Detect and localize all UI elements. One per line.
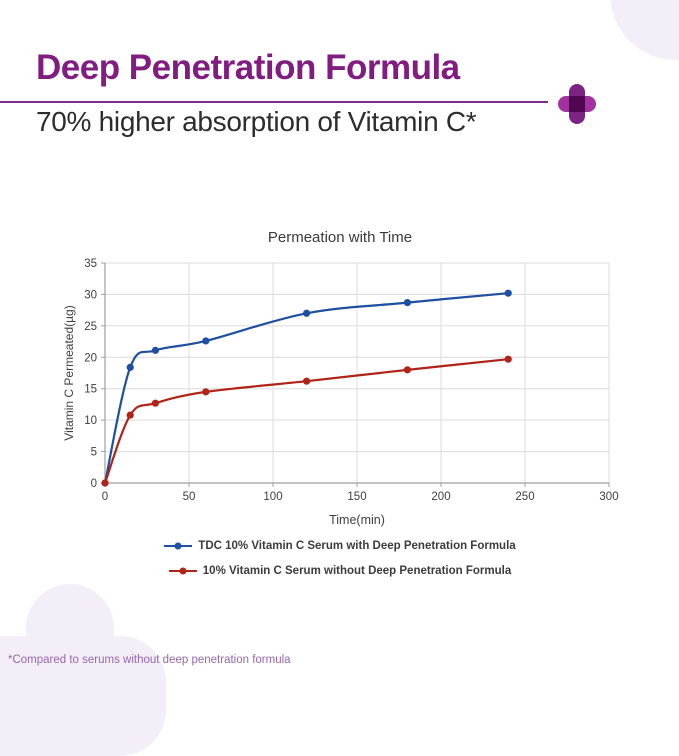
svg-text:150: 150 xyxy=(347,491,366,503)
svg-text:20: 20 xyxy=(84,352,97,364)
svg-text:35: 35 xyxy=(84,258,97,270)
svg-text:50: 50 xyxy=(183,491,196,503)
line-chart-plot: 0 5 10 15 20 25 30 35 0 50 100 150 200 250 300 Time(min… xyxy=(62,258,619,527)
svg-text:5: 5 xyxy=(91,447,97,459)
svg-text:Vitamin C Permeated(µg): Vitamin C Permeated(µg) xyxy=(62,305,76,440)
page-title: Deep Penetration Formula xyxy=(36,48,460,87)
chart-legend: TDC 10% Vitamin C Serum with Deep Penetr… xyxy=(60,537,620,580)
page-subtitle: 70% higher absorption of Vitamin C* xyxy=(36,106,477,137)
svg-text:15: 15 xyxy=(84,384,97,396)
svg-text:200: 200 xyxy=(431,491,450,503)
title-underline xyxy=(0,101,548,103)
plus-icon xyxy=(558,84,596,124)
svg-text:25: 25 xyxy=(84,321,97,333)
svg-text:10: 10 xyxy=(84,415,97,427)
legend-line-marker-icon xyxy=(164,542,193,550)
permeation-chart: Permeation with Time 0 5 10 15 20 25 30 35 0 50 10… xyxy=(60,228,620,537)
decor-circle-top-right xyxy=(610,0,679,60)
legend-label: TDC 10% Vitamin C Serum with Deep Penetr… xyxy=(198,540,516,552)
legend-line-marker-icon xyxy=(168,567,197,575)
legend-label: 10% Vitamin C Serum without Deep Penetra… xyxy=(202,565,512,577)
chart-title: Permeation with Time xyxy=(267,229,413,246)
svg-text:30: 30 xyxy=(84,289,97,301)
legend-item: 10% Vitamin C Serum without Deep Penetra… xyxy=(168,562,512,580)
svg-text:Time(min): Time(min) xyxy=(329,513,385,527)
svg-text:100: 100 xyxy=(263,491,282,503)
svg-text:0: 0 xyxy=(102,491,108,503)
legend-item: TDC 10% Vitamin C Serum with Deep Penetr… xyxy=(164,537,516,555)
svg-text:0: 0 xyxy=(91,478,97,490)
svg-text:300: 300 xyxy=(599,491,618,503)
svg-text:250: 250 xyxy=(515,491,534,503)
footnote: *Compared to serums without deep penetra… xyxy=(8,654,291,666)
